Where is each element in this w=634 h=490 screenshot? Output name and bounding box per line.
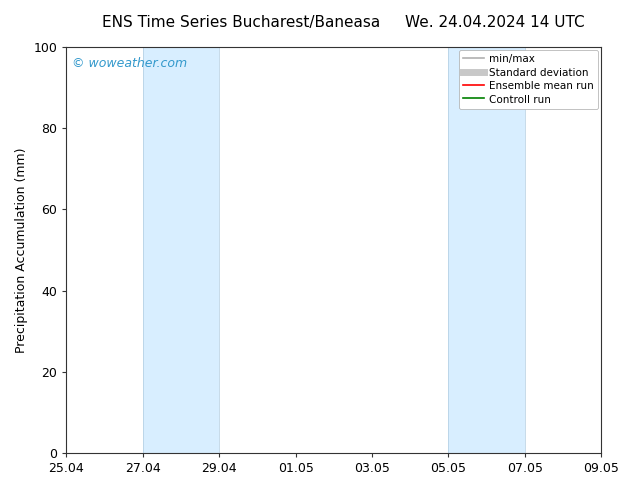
Y-axis label: Precipitation Accumulation (mm): Precipitation Accumulation (mm): [15, 147, 28, 353]
Bar: [143, 47, 219, 453]
Text: We. 24.04.2024 14 UTC: We. 24.04.2024 14 UTC: [404, 15, 585, 30]
Bar: [448, 47, 525, 453]
Text: © woweather.com: © woweather.com: [72, 57, 187, 70]
Legend: min/max, Standard deviation, Ensemble mean run, Controll run: min/max, Standard deviation, Ensemble me…: [459, 50, 598, 109]
Text: ENS Time Series Bucharest/Baneasa: ENS Time Series Bucharest/Baneasa: [102, 15, 380, 30]
